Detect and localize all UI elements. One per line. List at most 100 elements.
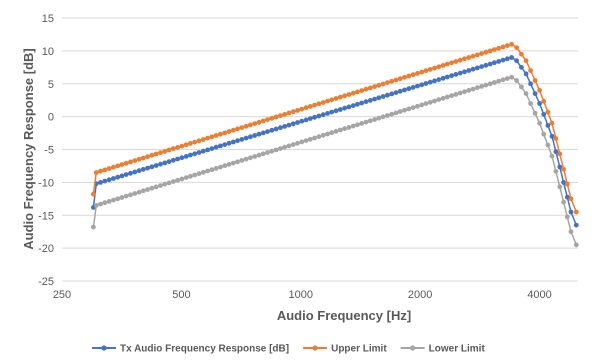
data-point <box>561 199 566 205</box>
data-point <box>492 80 497 85</box>
data-point <box>406 86 412 92</box>
data-point <box>541 112 547 117</box>
data-point <box>557 151 563 157</box>
data-point <box>504 76 510 81</box>
data-point <box>449 60 454 66</box>
data-point <box>256 119 262 125</box>
data-point <box>359 88 365 93</box>
data-point <box>532 78 538 83</box>
data-point <box>303 138 309 144</box>
data-point <box>316 134 322 140</box>
data-point <box>175 156 181 162</box>
data-point <box>248 155 253 161</box>
data-point <box>504 56 510 62</box>
data-point <box>509 55 514 60</box>
data-point <box>239 158 245 163</box>
data-point <box>183 175 189 181</box>
series-3 <box>91 74 579 248</box>
data-point <box>149 185 155 191</box>
data-point <box>500 44 506 50</box>
data-point <box>209 167 215 173</box>
data-point <box>188 152 193 158</box>
data-point <box>573 222 579 228</box>
data-point <box>444 94 450 100</box>
series-1 <box>91 55 579 228</box>
data-point <box>329 97 335 103</box>
x-tick-label: 1000 <box>289 289 313 301</box>
data-point <box>115 174 121 180</box>
data-point <box>523 71 529 77</box>
data-point <box>440 75 446 81</box>
data-point <box>514 78 519 83</box>
data-point <box>256 131 262 137</box>
data-point <box>541 131 547 137</box>
data-point <box>158 161 163 167</box>
data-point <box>427 99 433 105</box>
data-point <box>153 151 159 157</box>
data-point <box>462 69 467 75</box>
data-point <box>209 134 215 140</box>
data-point <box>532 91 538 96</box>
y-tick-label: -20 <box>38 243 54 255</box>
data-point <box>453 72 459 77</box>
legend-item[interactable]: Upper Limit <box>303 344 387 355</box>
data-point <box>307 104 313 109</box>
data-point <box>568 229 574 235</box>
data-point <box>496 78 502 84</box>
data-point <box>350 123 356 129</box>
data-point <box>205 168 211 174</box>
data-point <box>466 68 472 73</box>
legend[interactable]: Tx Audio Frequency Response [dB] Upper Li… <box>92 344 485 355</box>
data-point <box>372 117 377 122</box>
data-point <box>470 86 476 92</box>
data-point <box>492 60 497 66</box>
data-point <box>479 51 484 56</box>
data-point <box>226 129 232 134</box>
data-point <box>380 114 386 120</box>
data-point <box>278 146 283 152</box>
data-point <box>440 95 446 101</box>
data-point <box>175 145 181 150</box>
data-point <box>470 53 476 59</box>
data-point <box>479 84 484 89</box>
legend-item[interactable]: Tx Audio Frequency Response [dB] <box>92 344 289 355</box>
data-point <box>269 127 275 133</box>
data-point <box>545 109 551 115</box>
legend-label: Tx Audio Frequency Response [dB] <box>120 344 289 355</box>
data-point <box>316 101 322 107</box>
data-point <box>166 159 172 165</box>
data-point <box>492 47 497 52</box>
data-point <box>320 132 326 138</box>
data-point <box>222 142 228 148</box>
data-point <box>226 162 232 167</box>
data-point <box>162 181 168 187</box>
data-point <box>243 135 249 141</box>
data-point <box>329 109 335 115</box>
data-point <box>457 57 463 63</box>
data-point <box>419 69 425 75</box>
data-point <box>509 74 514 80</box>
data-point <box>355 122 360 128</box>
data-point <box>218 143 223 149</box>
data-point <box>410 85 416 90</box>
data-point <box>402 87 407 93</box>
data-point <box>149 152 155 158</box>
data-point <box>166 180 172 186</box>
x-tick-label: 4000 <box>527 289 551 301</box>
data-point <box>564 181 570 187</box>
legend-item[interactable]: Lower Limit <box>400 344 486 355</box>
data-point <box>128 159 133 165</box>
data-point <box>98 201 103 207</box>
data-point <box>188 173 193 179</box>
data-point <box>260 151 266 157</box>
data-point <box>528 101 533 106</box>
data-point <box>170 157 176 163</box>
x-tick-label: 250 <box>53 289 71 301</box>
data-point <box>312 102 317 108</box>
y-axis-title: Audio Frequency Response [dB] <box>21 48 36 250</box>
data-point <box>269 115 275 121</box>
data-point <box>483 49 489 55</box>
y-tick-label: -5 <box>44 145 54 157</box>
data-point <box>337 107 343 112</box>
data-point <box>406 73 412 79</box>
